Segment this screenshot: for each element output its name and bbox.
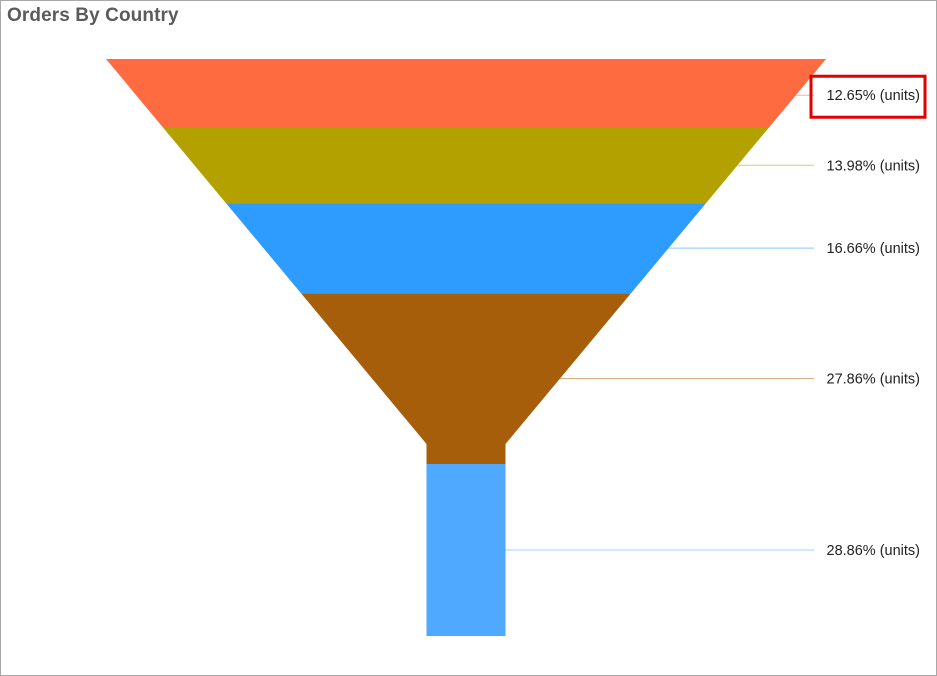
label-highlight-box bbox=[809, 74, 927, 119]
funnel-segment bbox=[225, 203, 707, 294]
funnel-segment bbox=[301, 293, 631, 464]
data-label: 28.86% (units) bbox=[827, 543, 921, 559]
chart-title: Orders By Country bbox=[7, 5, 179, 26]
funnel-segment bbox=[162, 127, 770, 204]
data-label: 12.65% (units) bbox=[827, 88, 921, 104]
funnel-segment bbox=[426, 464, 506, 636]
data-label: 16.66% (units) bbox=[827, 241, 921, 257]
funnel-segment bbox=[106, 59, 826, 128]
data-label: 27.86% (units) bbox=[827, 372, 921, 388]
data-label: 13.98% (units) bbox=[827, 158, 921, 174]
